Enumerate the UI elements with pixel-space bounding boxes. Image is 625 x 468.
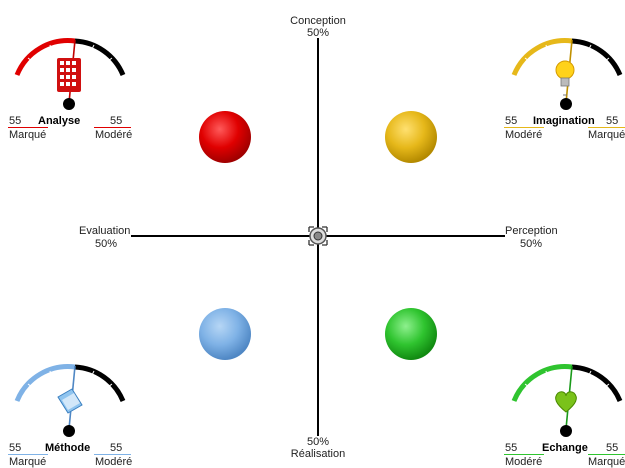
methode-title: Méthode bbox=[45, 442, 91, 454]
methode-left-rule bbox=[8, 454, 48, 455]
methode-right-rule bbox=[94, 454, 131, 455]
imagination-right-label: Marqué bbox=[588, 129, 625, 141]
analyse-left-value: 55 bbox=[9, 115, 22, 127]
imagination-left-label: Modéré bbox=[505, 129, 543, 141]
imagination-right-rule bbox=[588, 127, 625, 128]
lightbulb-icon bbox=[555, 60, 575, 96]
methode-right-value: 55 bbox=[110, 442, 123, 454]
imagination-title: Imagination bbox=[533, 115, 595, 127]
echange-right-value: 55 bbox=[606, 442, 619, 454]
echange-ball bbox=[385, 308, 437, 360]
axis-left-value: 50% bbox=[95, 238, 118, 250]
echange-right-label: Marqué bbox=[588, 456, 625, 468]
axis-bottom-value: 50% bbox=[306, 436, 330, 448]
analyse-gauge bbox=[14, 38, 126, 110]
echange-left-label: Modéré bbox=[505, 456, 543, 468]
methode-gauge bbox=[14, 364, 126, 437]
analyse-left-rule bbox=[8, 127, 48, 128]
axis-top-label: Conception bbox=[290, 15, 346, 27]
imagination-ball bbox=[385, 111, 437, 163]
analyse-right-rule bbox=[94, 127, 131, 128]
imagination-left-rule bbox=[504, 127, 544, 128]
methode-left-value: 55 bbox=[9, 442, 22, 454]
axis-left-label: Evaluation bbox=[79, 225, 131, 237]
imagination-left-value: 55 bbox=[505, 115, 518, 127]
methode-ball bbox=[199, 308, 251, 360]
analyse-right-label: Modéré bbox=[95, 129, 133, 141]
methode-left-label: Marqué bbox=[9, 456, 47, 468]
analyse-right-value: 55 bbox=[110, 115, 123, 127]
analyse-left-label: Marqué bbox=[9, 129, 47, 141]
heart-icon bbox=[555, 391, 577, 413]
axis-right-label: Perception bbox=[505, 225, 558, 237]
echange-title: Echange bbox=[542, 442, 588, 454]
methode-right-label: Modéré bbox=[95, 456, 133, 468]
analyse-ball bbox=[199, 111, 251, 163]
imagination-gauge bbox=[511, 38, 623, 110]
echange-right-rule bbox=[588, 454, 625, 455]
calculator-icon bbox=[57, 58, 81, 92]
imagination-right-value: 55 bbox=[606, 115, 619, 127]
echange-left-rule bbox=[504, 454, 544, 455]
analyse-title: Analyse bbox=[38, 115, 81, 127]
axis-bottom-label: Réalisation bbox=[290, 448, 346, 460]
folder-icon bbox=[57, 388, 83, 414]
axis-right-value: 50% bbox=[520, 238, 543, 250]
echange-gauge bbox=[511, 364, 623, 437]
echange-left-value: 55 bbox=[505, 442, 518, 454]
axis-top-value: 50% bbox=[306, 27, 330, 39]
center-handle-icon[interactable] bbox=[308, 226, 328, 246]
